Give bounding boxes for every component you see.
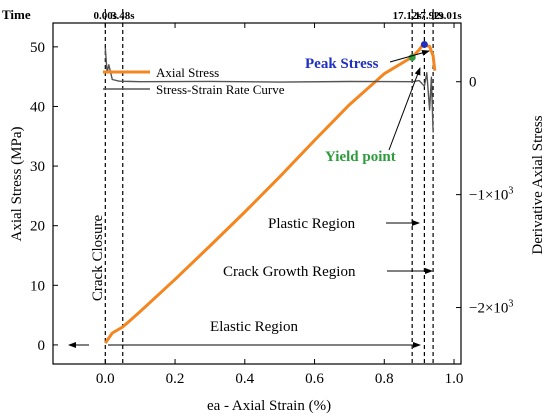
plot-border — [52, 22, 462, 365]
peak-stress-pointer — [389, 50, 430, 63]
ticks-layer: 0.0 0.2 0.4 0.6 0.8 1.0 0 10 20 30 40 50 0 −1×103 −2×1… — [30, 23, 513, 387]
y2-tick-label: 0 — [469, 75, 477, 91]
time-mark-label: 3.48s — [111, 10, 135, 22]
y-axis-title: Axial Stress (MPa) — [9, 127, 25, 242]
x-tick-label: 0.2 — [166, 371, 185, 387]
plot-frame — [52, 22, 462, 365]
y-tick-label: 50 — [30, 40, 45, 56]
markers-layer — [408, 40, 428, 62]
legend-label-axial-stress: Axial Stress — [156, 65, 219, 80]
y-tick-label: 10 — [30, 278, 45, 294]
x-tick-label: 0.4 — [235, 371, 254, 387]
legend-label-stress-strain-rate: Stress-Strain Rate Curve — [156, 82, 285, 97]
time-label: Time — [2, 7, 31, 22]
peak-stress-marker — [420, 40, 428, 48]
time-mark-label: 0.00s — [94, 10, 118, 22]
annotation-elastic-region: Elastic Region — [210, 319, 298, 335]
time-mark-label: 17.92s — [415, 10, 445, 22]
annotation-yield-point: Yield point — [325, 149, 396, 165]
annotation-crack-closure: Crack Closure — [90, 215, 106, 302]
yield-point-pointer — [388, 67, 421, 151]
time-mark-label: 19.01s — [433, 10, 463, 22]
x-tick-label: 0.0 — [96, 371, 115, 387]
time-mark-label: 17.12s — [393, 10, 423, 22]
annotation-crack-growth-region: Crack Growth Region — [223, 264, 356, 280]
x-axis-title: ea - Axial Strain (%) — [207, 398, 331, 414]
y2-axis-title: Derivative Axial Stress — [530, 115, 546, 254]
y2-tick-label: −1×103 — [469, 186, 513, 204]
y2-tick-label: −2×103 — [469, 299, 513, 317]
y-tick-label: 20 — [30, 219, 45, 235]
y-tick-label: 0 — [38, 338, 46, 354]
x-tick-label: 0.8 — [375, 371, 394, 387]
x-tick-label: 1.0 — [445, 371, 464, 387]
x-tick-label: 0.6 — [305, 371, 324, 387]
legend: Axial Stress Stress-Strain Rate Curve — [103, 65, 285, 97]
y-tick-label: 30 — [30, 159, 45, 175]
annotation-peak-stress: Peak Stress — [305, 56, 379, 72]
y-tick-label: 40 — [30, 99, 45, 115]
annotation-plastic-region: Plastic Region — [268, 216, 356, 232]
